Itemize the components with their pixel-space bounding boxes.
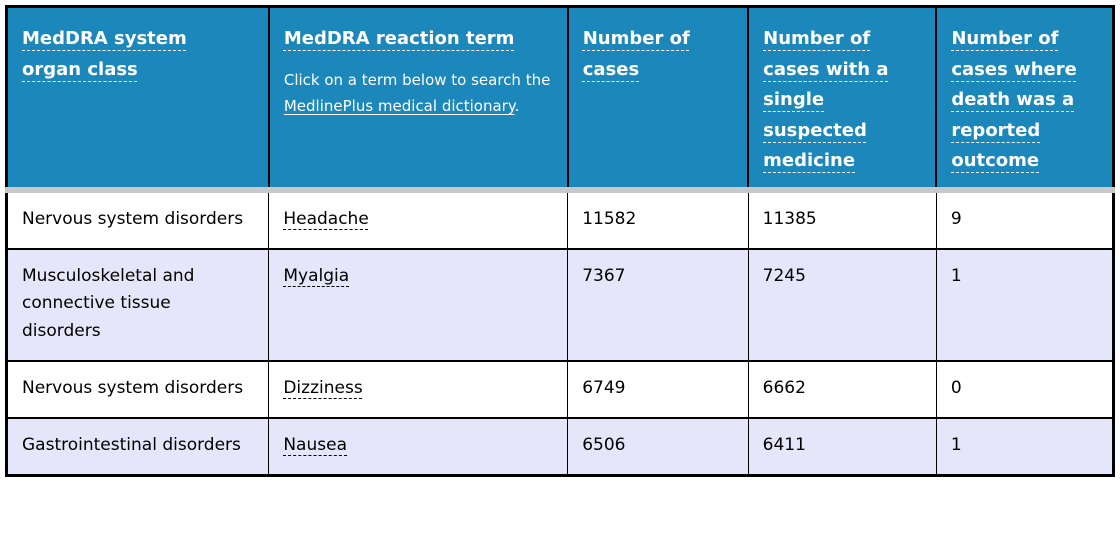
- organ-class-cell: Nervous system disorders: [22, 208, 244, 229]
- table-row: Nervous system disorders Dizziness 6749 …: [6, 360, 1114, 418]
- organ-class-header-link[interactable]: MedDRA system organ class: [22, 28, 187, 80]
- deaths-cell: 0: [935, 360, 1114, 418]
- reaction-term-cell: Myalgia: [268, 249, 568, 361]
- column-header-reaction-term: MedDRA reaction term Click on a term bel…: [267, 6, 568, 193]
- column-header-number-of-cases: Number of cases: [566, 6, 749, 193]
- table-row: Musculoskeletal and connective tissue di…: [6, 249, 1114, 361]
- reaction-term-cell: Nausea: [268, 417, 568, 476]
- table-row: Nervous system disorders Headache 11582 …: [6, 189, 1114, 250]
- note-prefix: Click on a term below to search the: [283, 70, 551, 89]
- cases-cell: 6749: [567, 360, 749, 418]
- single-suspected-cell: 6662: [747, 360, 937, 418]
- organ-class-cell: Musculoskeletal and connective tissue di…: [22, 266, 195, 341]
- adverse-reactions-table: MedDRA system organ class MedDRA reactio…: [5, 5, 1115, 478]
- reaction-term-link[interactable]: Myalgia: [283, 266, 350, 287]
- reaction-term-cell: Headache: [268, 189, 568, 250]
- single-suspected-cell: 11385: [747, 189, 937, 250]
- reaction-term-note: Click on a term below to search the Medl…: [284, 67, 551, 120]
- organ-class-cell: Nervous system disorders: [22, 377, 244, 398]
- cases-cell: 7367: [567, 249, 749, 361]
- number-of-cases-header-link[interactable]: Number of cases: [582, 28, 690, 80]
- column-header-organ-class: MedDRA system organ class: [6, 6, 269, 193]
- table-row: Gastrointestinal disorders Nausea 6506 6…: [6, 417, 1114, 476]
- cases-cell: 11582: [567, 189, 749, 250]
- cases-cell: 6506: [567, 417, 749, 476]
- single-suspected-header-link[interactable]: Number of cases with a single suspected …: [763, 28, 889, 172]
- reaction-term-link[interactable]: Nausea: [283, 434, 347, 455]
- deaths-cell: 9: [935, 189, 1114, 250]
- note-suffix: .: [514, 96, 520, 115]
- reaction-term-link[interactable]: Headache: [283, 208, 369, 229]
- reaction-term-cell: Dizziness: [268, 360, 568, 418]
- single-suspected-cell: 6411: [747, 417, 937, 476]
- header-row: MedDRA system organ class MedDRA reactio…: [6, 6, 1114, 193]
- column-header-single-suspected: Number of cases with a single suspected …: [747, 6, 937, 193]
- deaths-cell: 1: [935, 249, 1114, 361]
- reaction-term-link[interactable]: Dizziness: [283, 377, 363, 398]
- single-suspected-cell: 7245: [747, 249, 937, 361]
- organ-class-cell: Gastrointestinal disorders: [22, 434, 241, 455]
- deaths-cell: 1: [935, 417, 1114, 476]
- reaction-term-header-link[interactable]: MedDRA reaction term: [283, 28, 515, 49]
- medlineplus-dictionary-link[interactable]: MedlinePlus medical dictionary: [283, 96, 515, 115]
- death-outcome-header-link[interactable]: Number of cases where death was a report…: [951, 28, 1077, 172]
- column-header-death-outcome: Number of cases where death was a report…: [935, 6, 1114, 193]
